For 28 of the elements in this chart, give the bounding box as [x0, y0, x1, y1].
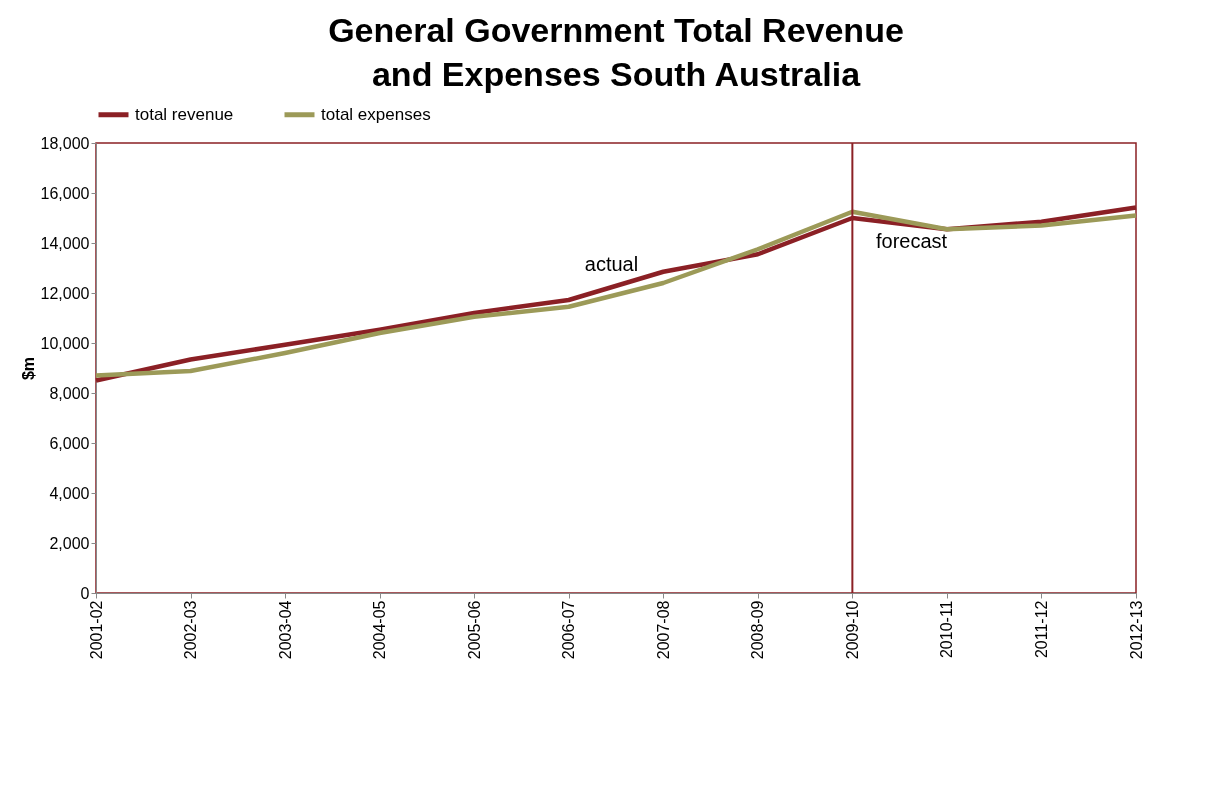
legend-label: total expenses: [321, 104, 431, 124]
legend-label: total revenue: [135, 104, 234, 124]
y-tick-label: 12,000: [40, 284, 90, 302]
y-tick-label: 14,000: [40, 234, 90, 252]
x-tick-label: 2010-11: [938, 600, 956, 659]
x-tick-label: 2003-04: [276, 600, 294, 660]
y-tick-label: 18,000: [40, 134, 90, 152]
annotation: forecast: [876, 230, 948, 252]
x-tick-label: 2005-06: [465, 600, 483, 660]
x-tick-label: 2001-02: [87, 600, 105, 660]
y-axis-title: $m: [19, 356, 37, 381]
x-tick-label: 2002-03: [182, 600, 200, 660]
y-tick-label: 0: [80, 584, 90, 602]
x-tick-label: 2004-05: [371, 600, 389, 660]
x-tick-label: 2007-08: [654, 600, 672, 660]
x-tick-label: 2011-12: [1032, 600, 1050, 659]
y-tick-label: 6,000: [49, 434, 90, 452]
x-tick-label: 2012-13: [1127, 600, 1145, 660]
y-tick-label: 4,000: [49, 484, 90, 502]
x-tick-label: 2009-10: [843, 600, 861, 660]
y-tick-label: 10,000: [40, 334, 90, 352]
y-tick-label: 2,000: [49, 534, 90, 552]
annotation: actual: [584, 252, 639, 275]
x-tick-label: 2006-07: [560, 600, 578, 660]
x-tick-label: 2008-09: [749, 600, 767, 660]
y-tick-label: 16,000: [40, 184, 90, 202]
y-tick-label: 8,000: [49, 384, 90, 402]
chart-title: General Government Total Revenue and Expenses South Australia: [328, 11, 904, 93]
